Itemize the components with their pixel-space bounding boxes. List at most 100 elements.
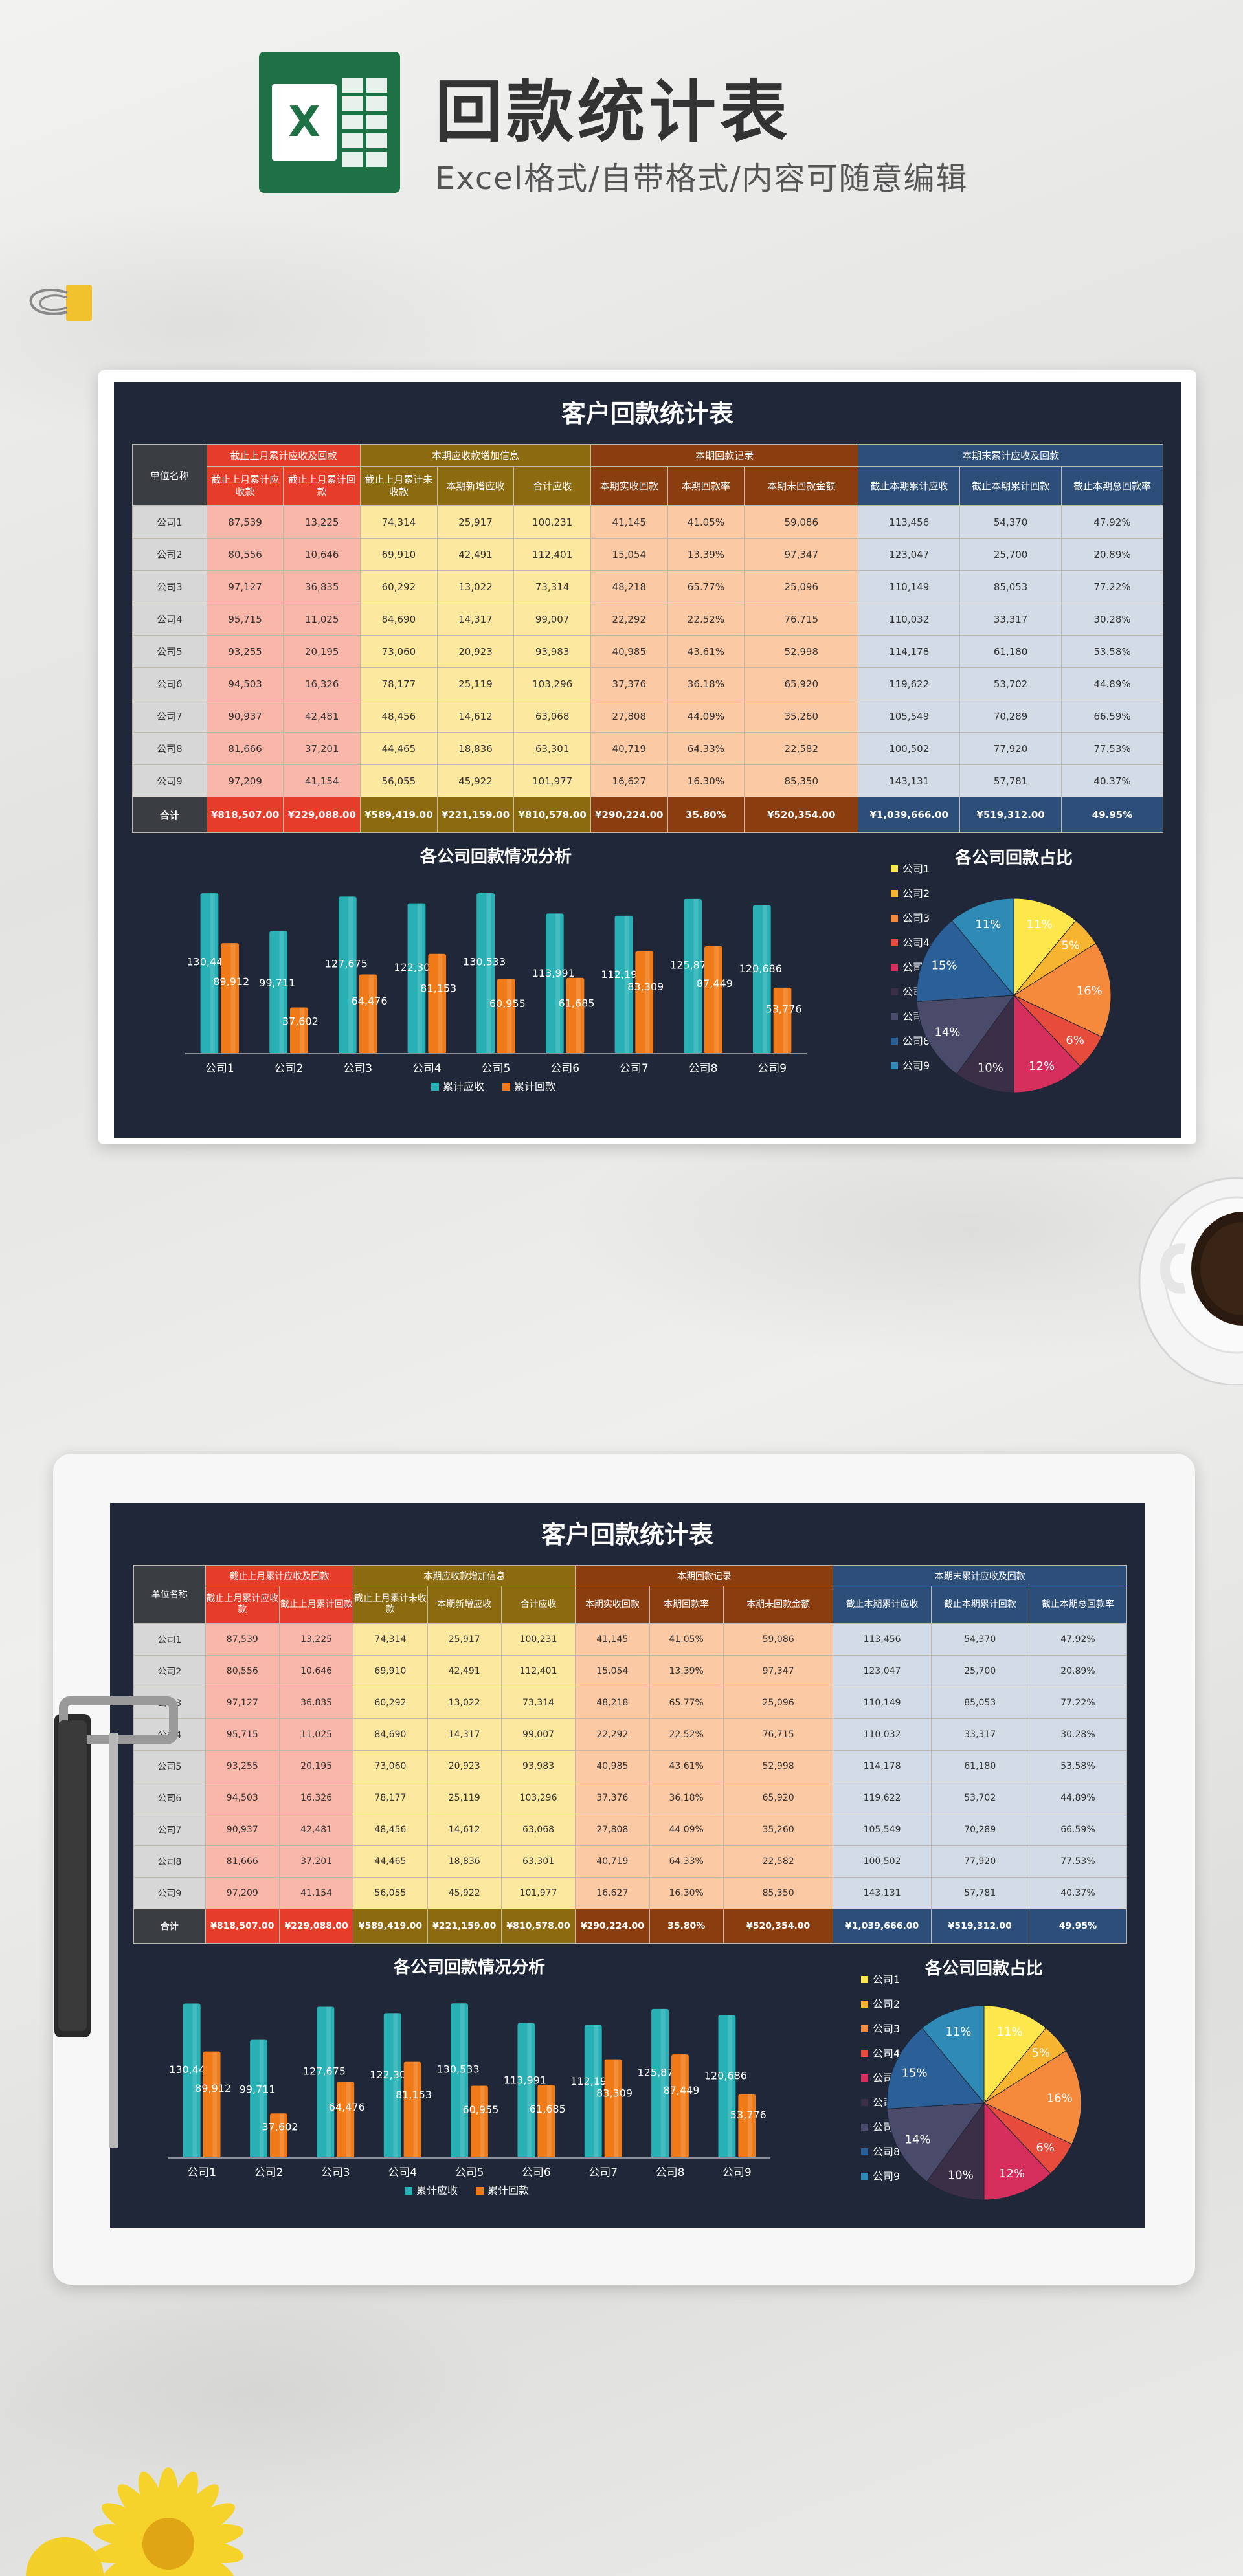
group-header: 本期回款记录	[575, 1565, 834, 1586]
data-label: 60,955	[489, 997, 526, 1010]
value-cell: 41,154	[278, 1876, 354, 1909]
value-cell: 103,296	[500, 1781, 576, 1814]
value-cell: 57,781	[959, 764, 1062, 798]
value-cell: 143,131	[833, 1876, 932, 1909]
pie-label: 12%	[1029, 1060, 1055, 1073]
legend-label: 公司1	[873, 1973, 900, 1986]
company-cell: 公司5	[132, 635, 207, 669]
chart-title: 各公司回款情况分析	[393, 1957, 545, 1977]
value-cell: 48,456	[353, 1813, 428, 1846]
pie-label: 11%	[997, 2025, 1023, 2039]
value-cell: 77.53%	[1028, 1845, 1128, 1878]
x-tick-label: 公司5	[482, 1062, 511, 1075]
pie-slice	[921, 2005, 985, 2104]
bar-received	[497, 979, 515, 1054]
value-cell: 22.52%	[649, 1718, 724, 1751]
bar-highlight	[279, 2113, 284, 2158]
legend-label: 公司8	[902, 1035, 930, 1047]
value-cell: 20,923	[436, 635, 515, 669]
value-cell: 77.53%	[1061, 732, 1163, 766]
company-cell: 公司8	[133, 1845, 206, 1878]
pie-label: 5%	[1031, 2047, 1050, 2060]
header-company: 单位名称	[133, 1565, 206, 1624]
legend-label: 累计应收	[416, 2184, 458, 2197]
column-header: 截止本期累计回款	[930, 1586, 1029, 1624]
value-cell: 22,292	[575, 1718, 650, 1751]
value-cell: 97,347	[744, 538, 859, 572]
bar-received	[471, 2085, 488, 2158]
data-label: 81,153	[396, 2089, 432, 2101]
value-cell: 94,503	[205, 1781, 280, 1814]
value-cell: 16.30%	[649, 1876, 724, 1909]
value-cell: 110,032	[858, 603, 961, 636]
column-header: 本期回款率	[649, 1586, 724, 1624]
value-cell: 101,977	[500, 1876, 576, 1909]
value-cell: 78,177	[353, 1781, 428, 1814]
value-cell: 36.18%	[667, 667, 745, 701]
value-cell: 100,231	[500, 1623, 576, 1656]
value-cell: 44.89%	[1061, 667, 1163, 701]
data-label: 130,533	[463, 956, 506, 968]
pie-label: 16%	[1077, 984, 1103, 998]
table-row: 公司6 94,503 16,326 78,177 25,119 103,296 37,376…	[132, 667, 1163, 701]
value-cell: 84,690	[353, 1718, 428, 1751]
data-label: 112,199	[570, 2075, 613, 2087]
data-label: 53,776	[730, 2109, 767, 2121]
value-cell: 18,836	[436, 732, 515, 766]
stats-table-2: 单位名称 截止上月累计应收及回款 本期应收款增加信息 本期回款记录 本期末累计应收及回款…	[133, 1565, 1128, 1944]
pie-label: 15%	[932, 959, 957, 973]
bar-receivable	[476, 893, 495, 1054]
column-header: 截止本期总回款率	[1061, 465, 1163, 507]
sheet-title-2: 客户回款统计表	[541, 1520, 713, 1549]
bar-highlight	[192, 2003, 197, 2158]
value-cell: 16,627	[590, 764, 668, 798]
bar-receivable	[183, 2003, 201, 2158]
legend-label: 累计应收	[443, 1080, 484, 1093]
bar-received	[221, 943, 240, 1054]
total-row: 合计 ¥818,507.00 ¥229,088.00 ¥589,419.00 ¥221,…	[132, 797, 1163, 834]
bar-received	[566, 977, 585, 1054]
value-cell: 59,086	[722, 1623, 834, 1656]
column-header: 截止上月累计回款	[278, 1586, 354, 1624]
pie-label: 11%	[945, 2025, 971, 2039]
value-cell: 65,920	[722, 1781, 834, 1814]
value-cell: 15,054	[575, 1654, 650, 1687]
pie-label: 11%	[975, 918, 1001, 931]
group-header: 截止上月累计应收及回款	[206, 444, 361, 467]
table-row: 公司9 97,209 41,154 56,055 45,922 101,977 16,627…	[133, 1876, 1128, 1909]
data-label: 61,685	[559, 997, 595, 1009]
value-cell: 48,456	[360, 700, 438, 733]
total-cell: ¥519,312.00	[930, 1908, 1029, 1944]
value-cell: 36.18%	[649, 1781, 724, 1814]
data-label: 99,711	[240, 2083, 276, 2096]
bar-receivable	[614, 915, 633, 1054]
pie-slice	[1013, 942, 1112, 1038]
table-row: 公司4 95,715 11,025 84,690 14,317 99,007 22,292 2…	[133, 1718, 1128, 1751]
x-tick-label: 公司5	[455, 2166, 484, 2179]
data-label: 99,711	[259, 977, 295, 989]
pie-slice	[926, 2102, 985, 2201]
value-cell: 41,145	[590, 505, 668, 539]
value-cell: 20.89%	[1028, 1654, 1128, 1687]
pie-label: 14%	[904, 2133, 930, 2146]
value-cell: 20,195	[278, 1749, 354, 1782]
table-row: 公司3 97,127 36,835 60,292 13,022 73,314 48,218 6…	[133, 1686, 1128, 1719]
value-cell: 119,622	[858, 667, 961, 701]
x-tick-label: 公司3	[321, 2166, 350, 2179]
value-cell: 87,539	[205, 1623, 280, 1656]
value-cell: 64.33%	[649, 1845, 724, 1878]
value-cell: 97,209	[205, 1876, 280, 1909]
bar-receivable	[407, 903, 426, 1054]
value-cell: 65.77%	[649, 1686, 724, 1719]
bar-highlight	[748, 2094, 752, 2158]
bar-highlight	[547, 2085, 552, 2158]
page-title: 回款统计表	[435, 72, 792, 151]
bar-highlight	[348, 896, 353, 1054]
legend-swatch	[405, 2187, 412, 2195]
value-cell: 14,612	[436, 700, 515, 733]
x-tick-label: 公司1	[205, 1062, 234, 1075]
value-cell: 105,549	[858, 700, 961, 733]
value-cell: 10,646	[278, 1654, 354, 1687]
total-cell: ¥229,088.00	[278, 1908, 354, 1944]
total-cell: ¥221,159.00	[436, 797, 515, 834]
